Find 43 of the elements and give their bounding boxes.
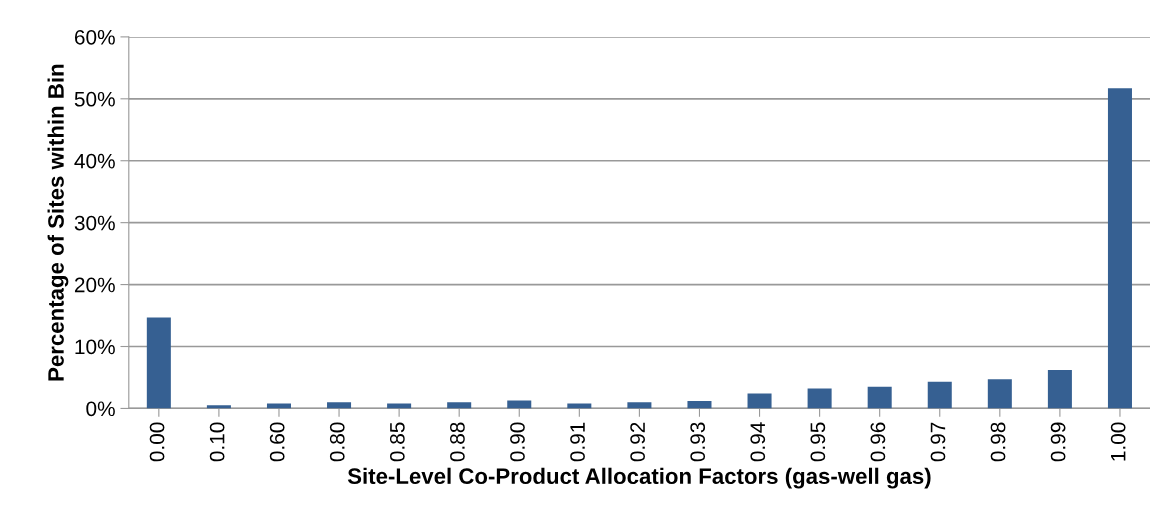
- x-tick-label: 1.00: [1110, 422, 1126, 461]
- bar: [927, 381, 952, 409]
- x-tick-label: 0.90: [510, 422, 525, 462]
- bar: [266, 403, 291, 409]
- bar: [206, 405, 231, 409]
- x-tick-label: 0.94: [750, 422, 766, 462]
- bar: [1107, 88, 1132, 409]
- x-tick-label: 0.00: [149, 422, 165, 462]
- x-tick-label: 0.93: [690, 422, 706, 462]
- x-tick-label: 0.91: [570, 422, 585, 462]
- x-tick-label: 0.88: [450, 422, 465, 462]
- bar: [447, 402, 472, 409]
- bar: [987, 379, 1012, 409]
- y-tick-label: 50%: [74, 91, 115, 107]
- x-tick-label: 0.60: [269, 422, 285, 462]
- x-tick-label: 0.96: [870, 422, 886, 462]
- y-tick-label: 60%: [74, 29, 115, 45]
- bar: [146, 317, 171, 409]
- x-tick-label: 0.85: [389, 422, 405, 462]
- x-tick-label: 0.98: [990, 422, 1006, 462]
- y-axis-title: Percentage of Sites within Bin: [47, 64, 69, 381]
- bar: [387, 403, 412, 409]
- y-tick-label: 0%: [86, 401, 115, 417]
- bar: [807, 388, 832, 409]
- x-tick-label: 0.97: [930, 422, 946, 462]
- x-tick-label: 0.92: [630, 422, 645, 462]
- y-tick-label: 10%: [75, 339, 115, 355]
- bar: [867, 386, 892, 409]
- bar: [507, 400, 532, 409]
- y-tick-label: 20%: [74, 277, 115, 293]
- x-tick-label: 0.99: [1050, 422, 1066, 462]
- bar: [327, 402, 352, 409]
- bar: [567, 403, 592, 409]
- bar: [687, 400, 712, 409]
- bar: [1047, 370, 1072, 409]
- bar: [747, 393, 772, 409]
- x-tick-label: 0.80: [329, 422, 345, 462]
- y-tick-label: 30%: [74, 215, 115, 231]
- y-tick-label: 40%: [74, 153, 115, 169]
- bar: [627, 402, 652, 409]
- x-tick-label: 0.95: [810, 422, 826, 462]
- x-tick-label: 0.10: [209, 422, 225, 462]
- x-axis-title: Site-Level Co-Product Allocation Factors (gas-well gas): [347, 467, 931, 489]
